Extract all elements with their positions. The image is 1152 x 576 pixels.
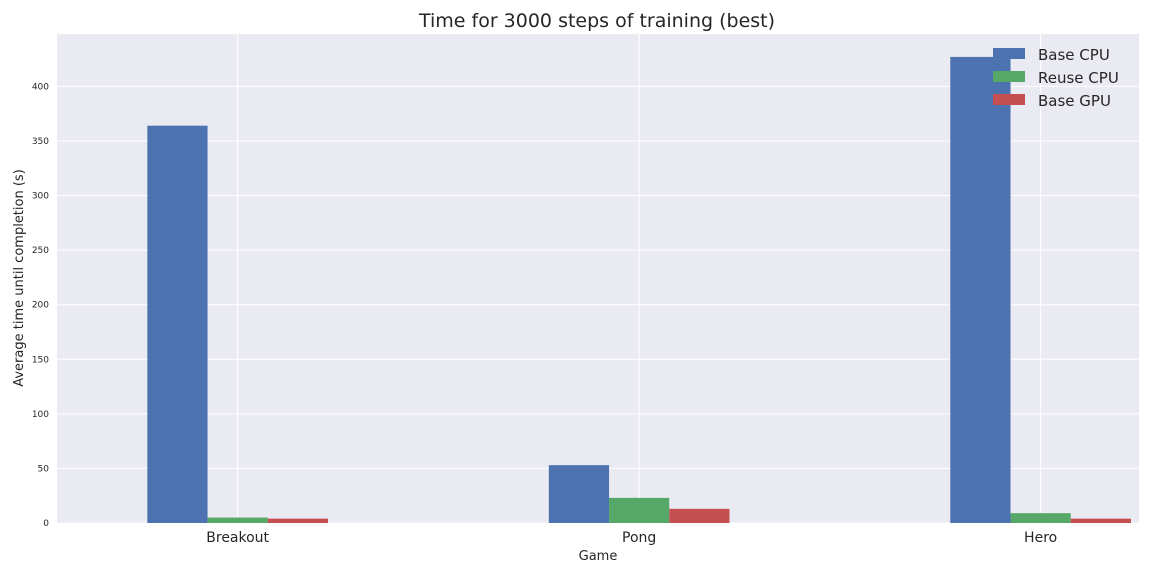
bar-reuse-cpu-breakout [207, 517, 268, 523]
legend-label: Base CPU [1038, 46, 1110, 64]
y-tick-label: 50 [38, 464, 50, 474]
y-tick-label: 100 [32, 410, 49, 420]
chart-title: Time for 3000 steps of training (best) [418, 10, 775, 32]
bar-reuse-cpu-pong [609, 497, 670, 523]
bar-base-gpu-pong [669, 508, 730, 523]
bar-reuse-cpu-hero [1010, 513, 1071, 523]
legend-swatch [993, 71, 1025, 82]
bar-base-cpu-pong [548, 465, 610, 523]
x-tick-label: Pong [622, 530, 656, 546]
y-axis-label: Average time until completion (s) [12, 169, 27, 387]
y-tick-label: 0 [43, 519, 49, 529]
legend-swatch [993, 94, 1025, 105]
x-axis-label: Game [579, 549, 618, 564]
bar-base-gpu-hero [1070, 518, 1131, 523]
y-tick-label: 300 [32, 192, 49, 202]
y-tick-label: 350 [32, 137, 49, 147]
legend-label: Base GPU [1038, 92, 1111, 110]
bars [147, 56, 1131, 523]
y-tick-label: 250 [32, 246, 49, 256]
x-tick-label: Breakout [206, 530, 269, 546]
x-tick-label: Hero [1024, 530, 1057, 546]
legend-swatch [993, 48, 1025, 59]
x-tick-labels: Breakout Pong Hero [206, 530, 1057, 546]
y-tick-label: 150 [32, 355, 49, 365]
y-tick-label: 400 [32, 82, 49, 92]
y-tick-labels: 0 50 100 150 200 250 300 350 400 [32, 82, 49, 529]
bar-base-gpu-breakout [267, 518, 329, 523]
bar-base-cpu-breakout [147, 125, 208, 523]
legend-label: Reuse CPU [1038, 69, 1119, 87]
bar-base-cpu-hero [950, 56, 1011, 523]
y-tick-label: 200 [32, 301, 49, 311]
legend: Base CPU Reuse CPU Base GPU [993, 46, 1119, 110]
